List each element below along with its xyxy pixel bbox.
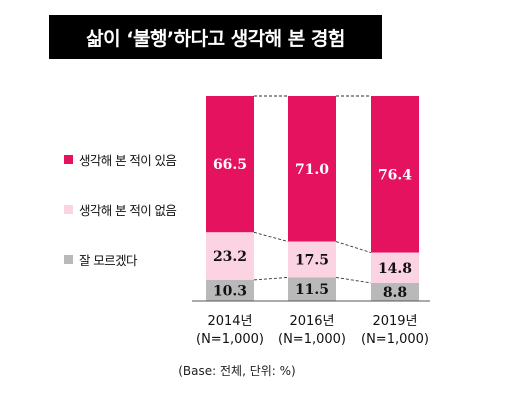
data-label-experienced: 71.0 [295, 162, 329, 178]
bar-segment-unknown [288, 277, 336, 301]
connector-line [253, 276, 289, 281]
legend-label-experienced: 생각해 본 적이 있음 [79, 153, 177, 168]
x-tick-label-sample: (N=1,000) [196, 332, 264, 347]
chart-title: 삶이 ‘불행’하다고 생각해 본 경험 [49, 15, 382, 59]
bar-segment-not-experienced [206, 232, 254, 280]
legend-item-not-experienced: 생각해 본 적이 없음 [64, 200, 177, 219]
data-label-unknown: 8.8 [383, 285, 407, 301]
connector-line [335, 241, 372, 254]
legend-label-not-experienced: 생각해 본 적이 없음 [79, 203, 177, 218]
x-tick-label-sample: (N=1,000) [361, 332, 429, 347]
x-tick-label-year: 2014년 [207, 314, 252, 329]
connector-line [335, 276, 372, 284]
bar-segment-experienced [206, 96, 254, 233]
x-tick-label-year: 2016년 [289, 314, 334, 329]
legend-swatch-not-experienced [64, 205, 73, 214]
bar-segment-unknown [206, 279, 254, 301]
bar-segment-not-experienced [371, 252, 419, 283]
base-note: (Base: 전체, 단위: %) [178, 364, 296, 378]
connector-line [253, 231, 289, 242]
data-label-not-experienced: 14.8 [378, 261, 412, 277]
bar-segment-unknown [371, 282, 419, 301]
bar-segment-experienced [288, 96, 336, 242]
data-label-unknown: 10.3 [213, 283, 247, 299]
bar-segment-not-experienced [288, 241, 336, 278]
legend-label-unknown: 잘 모르겠다 [79, 253, 137, 268]
legend-swatch-experienced [64, 155, 73, 164]
legend-swatch-unknown [64, 255, 73, 264]
bar-segment-experienced [371, 96, 419, 253]
data-label-not-experienced: 17.5 [295, 252, 329, 268]
x-tick-label-year: 2019년 [372, 314, 417, 329]
data-label-experienced: 76.4 [378, 167, 412, 183]
data-label-not-experienced: 23.2 [213, 249, 247, 265]
data-label-unknown: 11.5 [295, 282, 329, 298]
legend-item-unknown: 잘 모르겠다 [64, 250, 137, 269]
data-label-experienced: 66.5 [213, 157, 247, 173]
x-tick-label-sample: (N=1,000) [278, 332, 346, 347]
legend-item-experienced: 생각해 본 적이 있음 [64, 150, 177, 169]
